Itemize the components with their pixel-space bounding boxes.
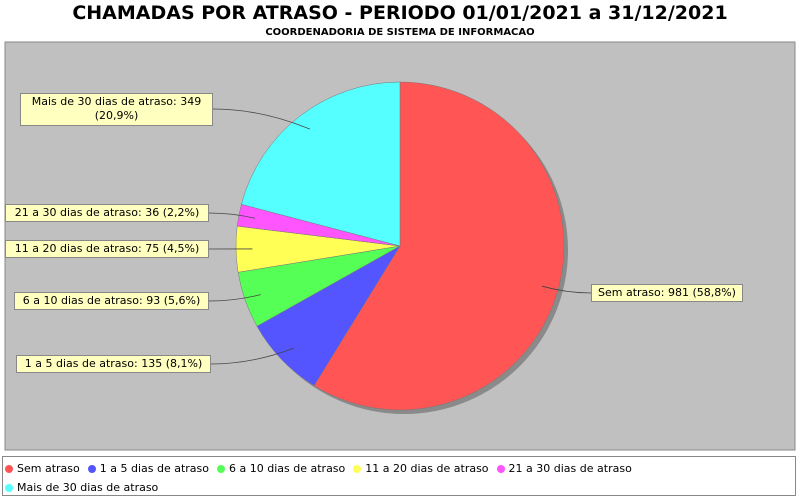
- pie-slice: [241, 81, 401, 247]
- legend-item: 21 a 30 dias de atraso: [496, 459, 632, 478]
- legend-label: 1 a 5 dias de atraso: [99, 462, 210, 475]
- legend-marker: [353, 464, 362, 473]
- legend-marker: [87, 464, 96, 473]
- leader-line: [208, 212, 256, 219]
- legend-item: 6 a 10 dias de atraso: [217, 459, 345, 478]
- leader-line: [212, 108, 311, 130]
- slice-label: 21 a 30 dias de atraso: 36 (2,2%): [5, 204, 209, 222]
- legend-marker: [496, 464, 505, 473]
- legend-label: Mais de 30 dias de atraso: [17, 481, 159, 494]
- pie-slice: [313, 81, 565, 411]
- leader-line: [208, 294, 261, 302]
- legend-label: Sem atraso: [17, 462, 80, 475]
- legend-marker: [5, 464, 13, 473]
- legend: Sem atraso 1 a 5 dias de atraso 6 a 10 dia…: [2, 456, 796, 496]
- legend-marker: [5, 483, 13, 492]
- leader-line: [210, 347, 294, 365]
- slice-label: Sem atraso: 981 (58,8%): [591, 284, 743, 302]
- legend-item: 11 a 20 dias de atraso: [353, 459, 489, 478]
- chart-title: CHAMADAS POR ATRASO - PERIODO 01/01/2021…: [72, 2, 728, 24]
- slice-label: 1 a 5 dias de atraso: 135 (8,1%): [16, 355, 211, 373]
- slice-label: 6 a 10 dias de atraso: 93 (5,6%): [14, 292, 209, 310]
- chart: [4, 41, 796, 451]
- leader-line: [541, 285, 592, 294]
- legend-label: 11 a 20 dias de atraso: [365, 462, 489, 475]
- chart-subtitle: COORDENADORIA DE SISTEMA DE INFORMACAO: [265, 27, 535, 38]
- slice-label: 11 a 20 dias de atraso: 75 (4,5%): [5, 240, 209, 258]
- legend-item: 1 a 5 dias de atraso: [87, 459, 210, 478]
- slice-label: Mais de 30 dias de atraso: 349 (20,9%): [20, 93, 213, 126]
- legend-label: 21 a 30 dias de atraso: [508, 462, 632, 475]
- legend-marker: [217, 464, 226, 473]
- legend-item: Mais de 30 dias de atraso: [5, 478, 158, 497]
- legend-item: Sem atraso: [5, 459, 80, 478]
- legend-label: 6 a 10 dias de atraso: [229, 462, 346, 475]
